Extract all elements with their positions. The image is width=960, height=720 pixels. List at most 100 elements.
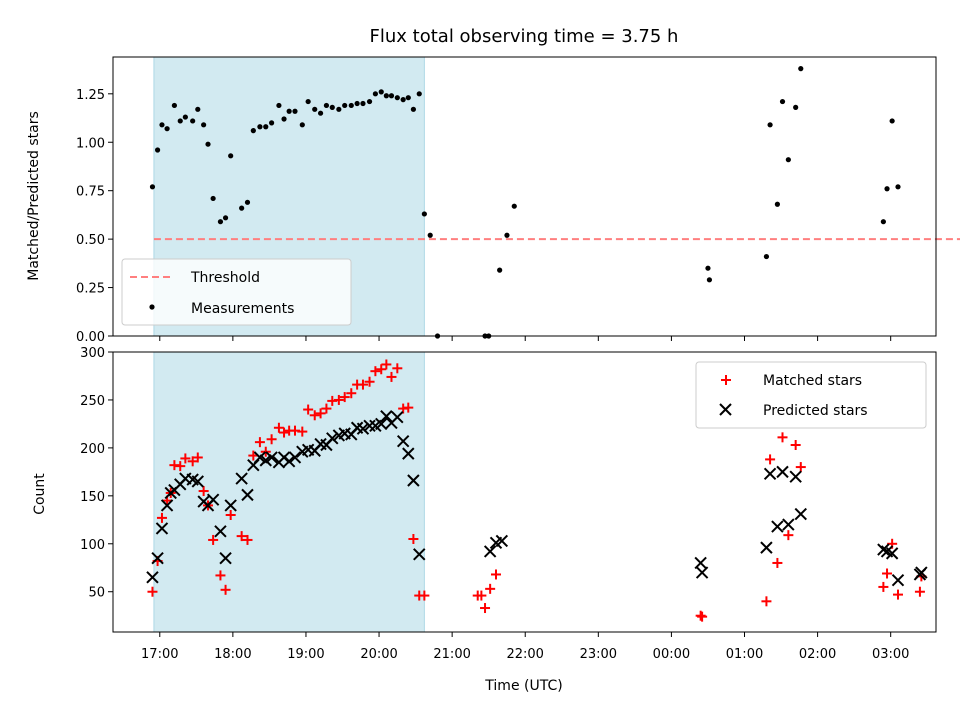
bottom-legend-box — [695, 361, 927, 429]
measurement-point — [427, 232, 433, 238]
predicted-star-point — [760, 541, 773, 554]
predicted-star-point — [891, 574, 905, 587]
x-tick-label: 02:00 — [799, 647, 836, 662]
measurement-point — [798, 66, 804, 72]
predicted-star-point — [495, 534, 509, 548]
matched-star-point — [198, 486, 209, 497]
matched-star-point — [765, 454, 776, 465]
measurement-point — [286, 108, 292, 114]
matched-star-point — [297, 426, 308, 437]
x-tick-label: 18:00 — [214, 647, 251, 662]
measurement-point — [793, 104, 799, 110]
matched-star-point — [408, 533, 419, 544]
top-y-tick-label: 1.00 — [76, 136, 105, 151]
measurement-point — [177, 118, 183, 124]
measurement-point — [210, 195, 216, 202]
measurement-point — [305, 98, 311, 105]
predicted-star-point — [375, 417, 388, 431]
predicted-star-point — [695, 566, 709, 579]
matched-star-point — [892, 589, 903, 600]
matched-star-point — [236, 531, 247, 542]
matched-star-point — [376, 364, 387, 375]
x-tick-label: 20:00 — [360, 647, 397, 662]
matched-star-point — [321, 403, 332, 414]
matched-star-point — [225, 510, 236, 521]
bottom-y-tick-label: 150 — [80, 490, 105, 505]
predicted-star-point — [206, 493, 220, 506]
matched-star-point — [208, 534, 219, 545]
measurement-point — [884, 186, 890, 192]
matched-star-point — [882, 568, 893, 579]
matched-star-point — [419, 590, 430, 601]
matched-star-point — [156, 512, 167, 523]
measurement-point — [299, 122, 305, 128]
predicted-star-point — [288, 451, 302, 464]
measurement-point — [205, 141, 211, 147]
bottom-y-tick-label: 50 — [88, 586, 105, 601]
predicted-star-point — [282, 455, 296, 468]
measurement-point — [281, 116, 287, 122]
matched-star-point — [266, 434, 277, 445]
chart-title: Flux total observing time = 3.75 h — [370, 26, 679, 47]
measurement-point — [360, 100, 366, 107]
predicted-legend-label: Predicted stars — [763, 403, 868, 419]
predicted-star-point — [219, 551, 232, 565]
bottom-y-tick-label: 100 — [80, 538, 105, 553]
predicted-star-point — [214, 525, 227, 538]
measurement-point — [276, 102, 282, 109]
measurement-point — [366, 98, 373, 105]
measurement-point — [323, 102, 330, 109]
measurement-point — [228, 153, 234, 159]
matched-star-point — [392, 363, 403, 374]
measurement-point — [244, 199, 251, 205]
predicted-star-point — [380, 410, 393, 423]
measurements-legend-marker — [149, 304, 155, 310]
bottom-panel: 50 100 150 200 250 300 17:00 18:00 19:00 20:00 21:… — [32, 346, 937, 694]
matched-star-point — [187, 456, 198, 467]
measurement-point — [400, 97, 406, 103]
predicted-star-point — [235, 472, 248, 485]
matched-legend-label: Matched stars — [763, 373, 862, 389]
measurement-point — [767, 122, 773, 128]
predicted-star-point — [694, 556, 707, 570]
predicted-star-point — [265, 451, 278, 464]
matched-star-point — [795, 462, 806, 473]
matched-legend-marker — [721, 375, 731, 385]
measurement-point — [763, 253, 770, 260]
matched-star-point — [914, 586, 925, 597]
matched-star-point — [772, 557, 783, 568]
matched-star-point — [279, 427, 290, 438]
matched-star-point — [790, 440, 801, 451]
measurement-point — [421, 211, 427, 217]
measurement-point — [383, 93, 389, 99]
matched-star-point — [273, 422, 284, 433]
measurement-point — [250, 128, 256, 134]
bottom-y-axis-label: Count — [32, 473, 48, 515]
measurement-point — [342, 102, 348, 109]
measurement-point — [372, 91, 378, 97]
measurement-point — [410, 106, 417, 112]
top-y-tick-label: 0.50 — [76, 233, 105, 248]
x-tick-label: 21:00 — [433, 647, 470, 662]
matched-star-point — [260, 446, 271, 457]
measurement-point — [511, 203, 517, 209]
predicted-star-point — [155, 522, 169, 535]
measurement-point — [159, 122, 165, 128]
predicted-star-point — [356, 422, 370, 435]
predicted-star-point — [782, 518, 795, 531]
matched-star-point — [381, 359, 392, 370]
matched-star-point — [697, 611, 708, 622]
top-y-tick-label: 0.75 — [76, 185, 105, 200]
x-tick-label: 00:00 — [653, 647, 690, 662]
measurement-point — [706, 277, 713, 283]
measurement-point — [348, 102, 354, 109]
top-plot-frame — [112, 56, 937, 337]
x-axis-label: Time (UTC) — [484, 678, 562, 694]
bottom-plot-frame — [112, 351, 937, 633]
x-tick-label: 22:00 — [506, 647, 543, 662]
measurement-point — [263, 124, 269, 130]
bottom-y-tick-label: 200 — [80, 442, 105, 457]
matched-star-point — [339, 392, 350, 403]
measurement-point — [292, 108, 298, 114]
measurement-point — [880, 219, 886, 225]
